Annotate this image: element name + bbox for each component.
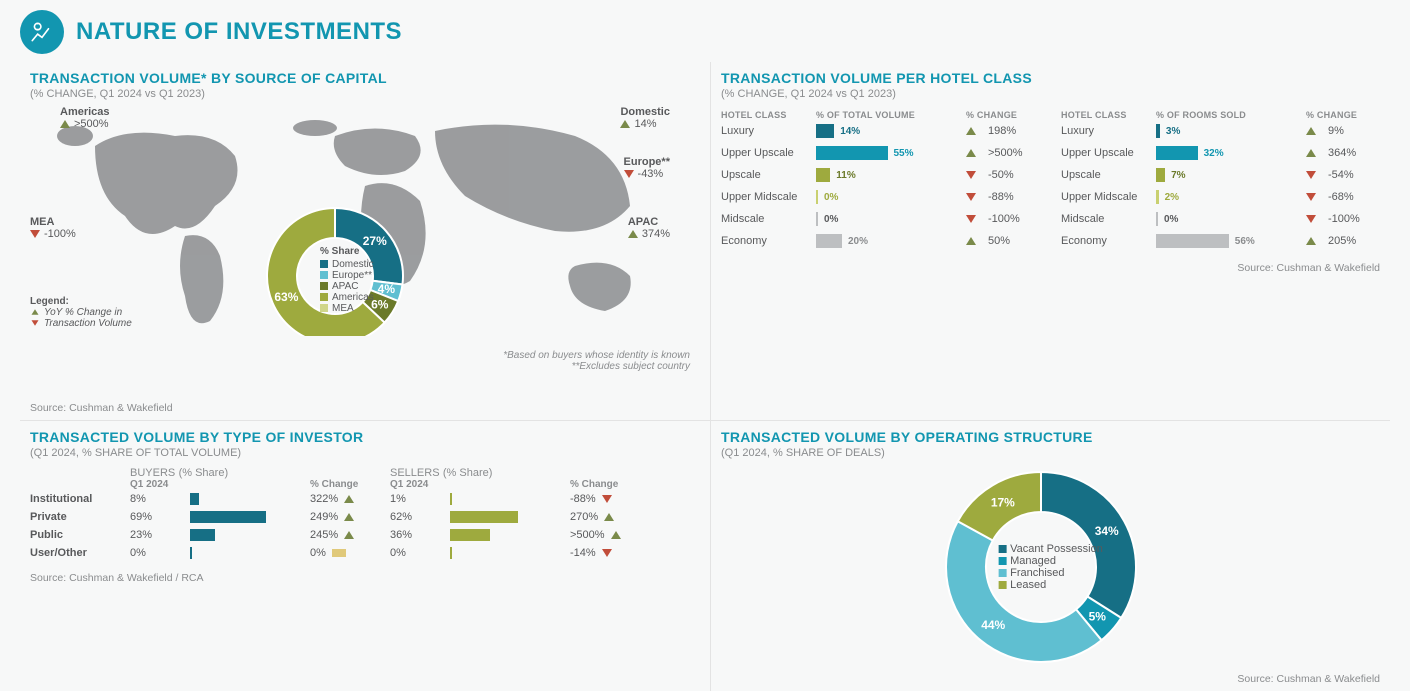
legend-item: Americas — [320, 292, 410, 303]
source-label: Source: Cushman & Wakefield — [721, 673, 1380, 685]
panel-investor-type: TRANSACTED VOLUME BY TYPE OF INVESTOR (Q… — [20, 420, 710, 691]
legend-item: Franchised — [998, 567, 1103, 579]
header-icon — [20, 10, 64, 54]
section-title: TRANSACTED VOLUME BY OPERATING STRUCTURE — [721, 429, 1380, 445]
region-domestic: Domestic 14% — [620, 106, 670, 130]
legend-item: APAC — [320, 281, 410, 292]
hotel-class-row: Luxury3%9% — [1061, 120, 1401, 142]
operating-legend: Vacant PossessionManagedFranchisedLeased — [998, 543, 1103, 591]
column-header: HOTEL CLASS — [721, 110, 816, 120]
world-map: Americas >500% Domestic 14% Europe** -43… — [30, 106, 700, 396]
region-americas: Americas >500% — [60, 106, 110, 130]
svg-text:34%: 34% — [1094, 524, 1118, 538]
investor-row: Private69%249% 62%270% — [30, 508, 700, 526]
hotel-class-row: Upper Upscale55%>500% — [721, 142, 1051, 164]
legend-item: Vacant Possession — [998, 543, 1103, 555]
legend-item: Europe** — [320, 270, 410, 281]
source-capital-footnote: *Based on buyers whose identity is known… — [503, 350, 690, 372]
section-sub: (% CHANGE, Q1 2024 vs Q1 2023) — [721, 88, 1380, 100]
page-title: NATURE OF INVESTMENTS — [76, 18, 402, 46]
page-header: NATURE OF INVESTMENTS — [20, 10, 1390, 54]
map-legend: Legend: YoY % Change in Transaction Volu… — [30, 296, 132, 329]
column-header: % CHANGE — [1306, 110, 1391, 120]
source-label: Source: Cushman & Wakefield — [721, 262, 1380, 274]
hotel-class-row: Upscale7%-54% — [1061, 164, 1401, 186]
hotel-class-row: Upscale11%-50% — [721, 164, 1051, 186]
section-sub: (Q1 2024, % SHARE OF TOTAL VOLUME) — [30, 447, 700, 459]
panel-source-of-capital: TRANSACTION VOLUME* BY SOURCE OF CAPITAL… — [20, 62, 710, 420]
operating-donut-wrap: 34% 5% 44% 17% Vacant PossessionManagedFran… — [721, 467, 1380, 667]
source-label: Source: Cushman & Wakefield — [30, 402, 700, 414]
hotel-class-row: Upper Upscale32%364% — [1061, 142, 1401, 164]
change-label: % Change — [310, 479, 390, 490]
region-europe: Europe** -43% — [624, 156, 670, 180]
investor-row: Public23%245% 36%>500% — [30, 526, 700, 544]
period-label: Q1 2024 — [390, 479, 450, 490]
panel-operating-structure: TRANSACTED VOLUME BY OPERATING STRUCTURE… — [710, 420, 1390, 691]
legend-item: Leased — [998, 579, 1103, 591]
region-apac: APAC 374% — [628, 216, 670, 240]
section-sub: (Q1 2024, % SHARE OF DEALS) — [721, 447, 1380, 459]
buyers-header: BUYERS (% Share) — [130, 465, 390, 479]
hotel-class-row: Economy56%205% — [1061, 230, 1401, 252]
investor-row: Institutional8%322% 1%-88% — [30, 490, 700, 508]
legend-item: MEA — [320, 303, 410, 314]
section-title: TRANSACTION VOLUME* BY SOURCE OF CAPITAL — [30, 70, 700, 86]
section-title: TRANSACTED VOLUME BY TYPE OF INVESTOR — [30, 429, 700, 445]
source-label: Source: Cushman & Wakefield / RCA — [30, 572, 700, 584]
column-header: HOTEL CLASS — [1061, 110, 1156, 120]
panel-hotel-class: TRANSACTION VOLUME PER HOTEL CLASS (% CH… — [710, 62, 1390, 420]
hotel-class-row: Midscale0%-100% — [1061, 208, 1401, 230]
column-header: % OF ROOMS SOLD — [1156, 110, 1306, 120]
change-label: % Change — [570, 479, 650, 490]
svg-text:63%: 63% — [274, 290, 298, 304]
hotel-class-row: Upper Midscale0%-88% — [721, 186, 1051, 208]
hotel-class-row: Upper Midscale2%-68% — [1061, 186, 1401, 208]
period-label: Q1 2024 — [130, 479, 190, 490]
legend-item: Managed — [998, 555, 1103, 567]
section-sub: (% CHANGE, Q1 2024 vs Q1 2023) — [30, 88, 700, 100]
svg-text:5%: 5% — [1088, 610, 1106, 624]
column-header: % OF TOTAL VOLUME — [816, 110, 966, 120]
column-header: % CHANGE — [966, 110, 1051, 120]
sellers-header: SELLERS (% Share) — [390, 465, 650, 479]
investor-row: User/Other0%0% 0%-14% — [30, 544, 700, 562]
region-mea: MEA -100% — [30, 216, 76, 240]
svg-text:17%: 17% — [990, 495, 1014, 509]
hotel-class-row: Luxury14%198% — [721, 120, 1051, 142]
hotel-class-row: Midscale0%-100% — [721, 208, 1051, 230]
svg-text:44%: 44% — [981, 618, 1005, 632]
hotel-class-row: Economy20%50% — [721, 230, 1051, 252]
legend-item: Domestic — [320, 259, 410, 270]
source-donut-legend: % Share DomesticEurope**APACAmericasMEA — [320, 246, 410, 314]
section-title: TRANSACTION VOLUME PER HOTEL CLASS — [721, 70, 1380, 86]
